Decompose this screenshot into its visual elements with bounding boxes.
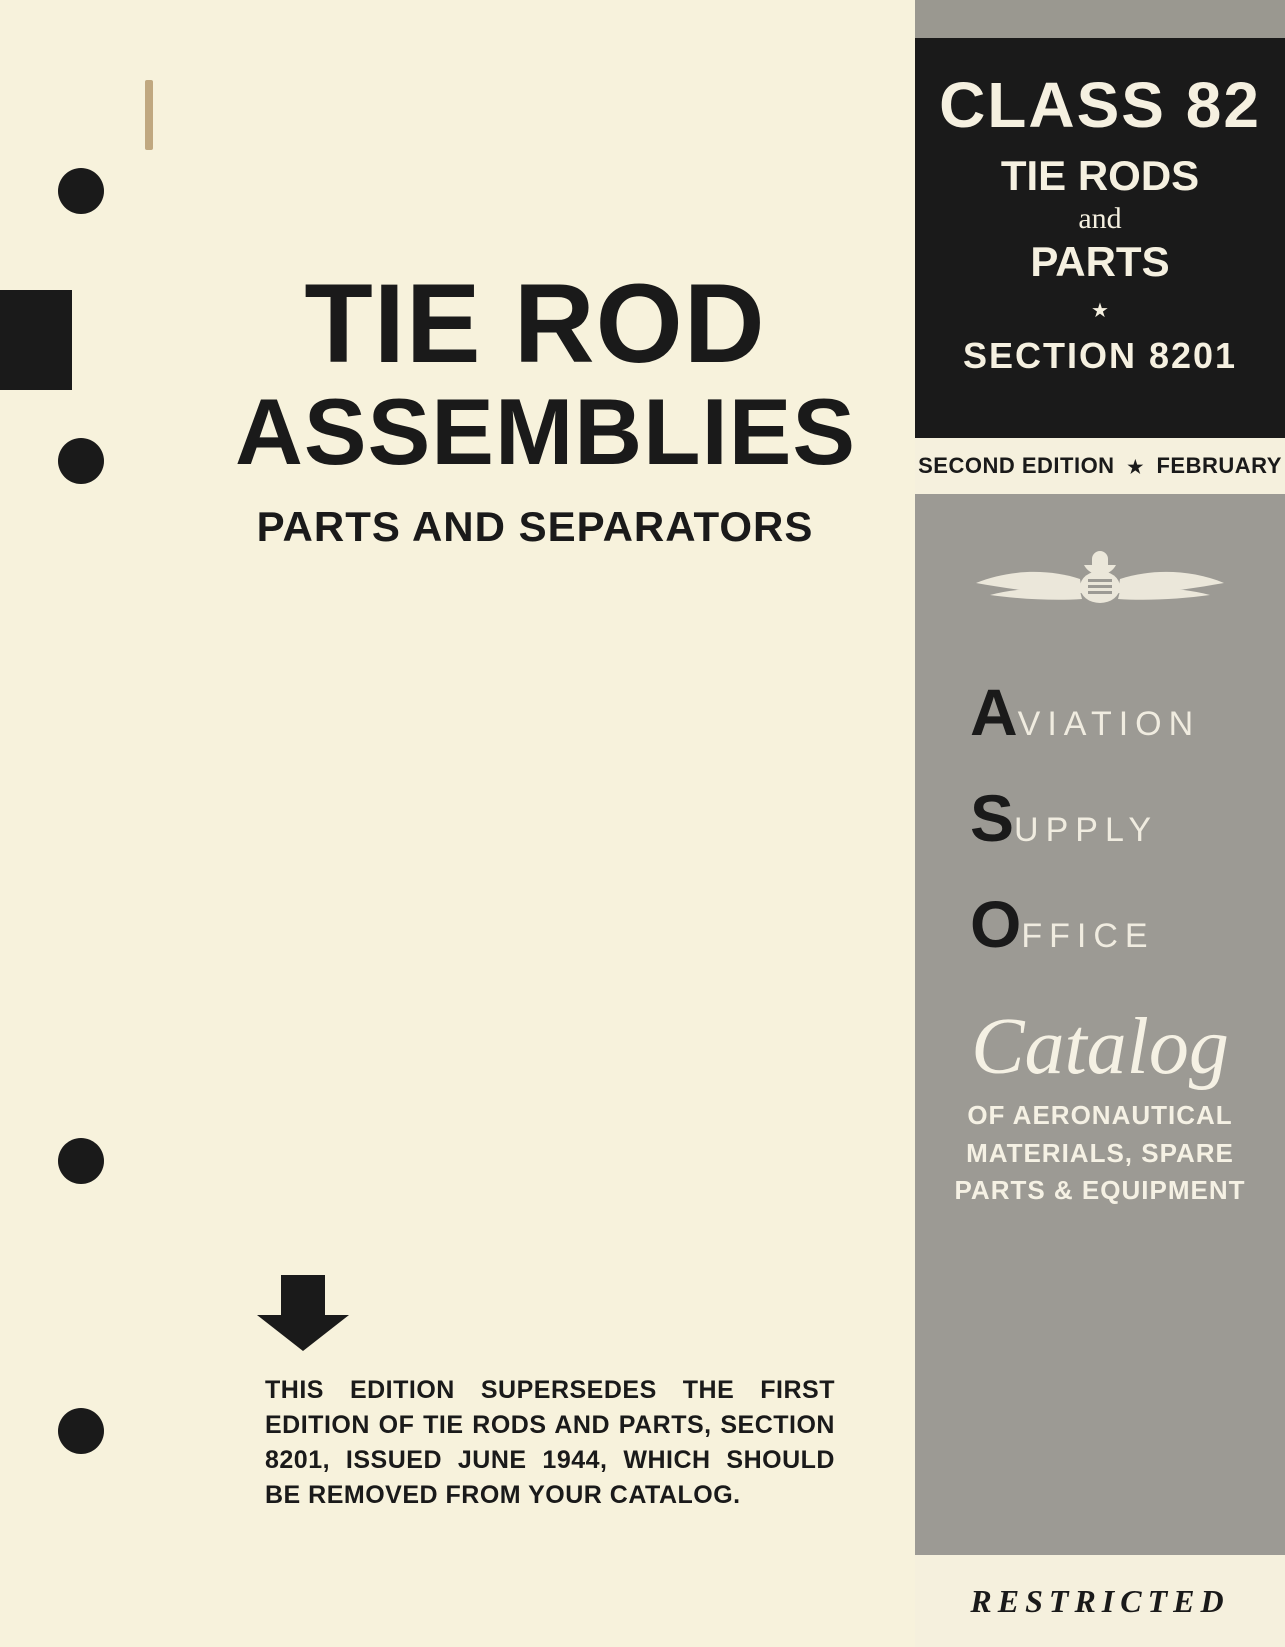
aso-line-office: OFFICE (970, 886, 1285, 962)
catalog-description: OF AERONAUTICALMATERIALS, SPAREPARTS & E… (915, 1097, 1285, 1210)
class-number: CLASS 82 (915, 68, 1285, 142)
restricted-label: RESTRICTED (915, 1555, 1285, 1647)
edge-tab (0, 290, 72, 390)
main-panel: TIE ROD ASSEMBLIES PARTS AND SEPARATORS … (0, 0, 915, 1647)
title-line-1: TIE ROD (235, 265, 835, 383)
aso-initial: A (970, 674, 1018, 750)
class-box: CLASS 82 TIE RODS and PARTS ★ SECTION 82… (915, 38, 1285, 438)
main-title-block: TIE ROD ASSEMBLIES PARTS AND SEPARATORS (235, 265, 835, 551)
section-number: SECTION 8201 (915, 335, 1285, 377)
subtitle: PARTS AND SEPARATORS (235, 503, 835, 551)
punch-hole (58, 1138, 104, 1184)
title-line-2: ASSEMBLIES (235, 383, 835, 482)
naval-aviator-wings-icon (915, 539, 1285, 624)
aso-initial: S (970, 780, 1014, 856)
aso-block: AVIATION SUPPLY OFFICE (915, 674, 1285, 962)
supersede-block: THIS EDITION SUPERSEDES THE FIRST EDITIO… (265, 1315, 835, 1513)
aso-rest: UPPLY (1014, 811, 1158, 849)
staple-mark (145, 80, 153, 150)
sidebar: CLASS 82 TIE RODS and PARTS ★ SECTION 82… (915, 0, 1285, 1647)
aso-rest: VIATION (1018, 705, 1201, 743)
class-sub-line: TIE RODS (915, 152, 1285, 200)
catalog-script: Catalog (915, 1007, 1285, 1087)
punch-hole (58, 1408, 104, 1454)
aso-initial: O (970, 886, 1021, 962)
star-separator-icon: ★ (1127, 457, 1144, 477)
aso-line-aviation: AVIATION (970, 674, 1285, 750)
document-page: TIE ROD ASSEMBLIES PARTS AND SEPARATORS … (0, 0, 1285, 1647)
supersede-text: THIS EDITION SUPERSEDES THE FIRST EDITIO… (265, 1373, 835, 1513)
aso-line-supply: SUPPLY (970, 780, 1285, 856)
punch-hole (58, 438, 104, 484)
class-sub-line: PARTS (915, 238, 1285, 286)
gray-panel: AVIATION SUPPLY OFFICE Catalog OF AERONA… (915, 494, 1285, 1594)
punch-hole (58, 168, 104, 214)
edition-strip: SECOND EDITION ★ FEBRUARY 1946 (915, 438, 1285, 494)
aso-rest: FFICE (1021, 917, 1154, 955)
edition-label: SECOND EDITION (918, 453, 1114, 478)
class-sub-line: and (915, 202, 1285, 236)
star-separator-icon: ★ (915, 298, 1285, 323)
